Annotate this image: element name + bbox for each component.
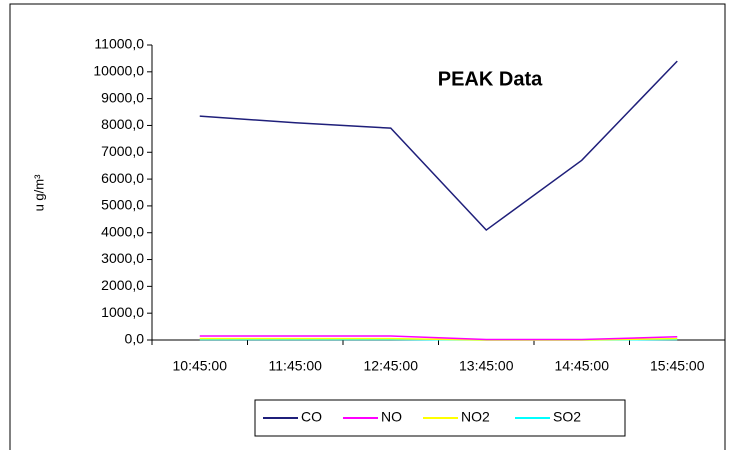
x-tick-label: 10:45:00 — [173, 358, 228, 374]
y-tick-label: 11000,0 — [94, 36, 144, 52]
y-tick-label: 0,0 — [125, 331, 145, 347]
y-axis-label: u g/m³ — [31, 174, 46, 212]
legend-label: NO2 — [461, 409, 490, 425]
y-tick-label: 7000,0 — [101, 143, 144, 159]
y-tick-label: 4000,0 — [101, 223, 144, 239]
y-tick-label: 5000,0 — [101, 197, 144, 213]
chart-title: PEAK Data — [438, 68, 543, 90]
y-tick-label: 3000,0 — [101, 250, 144, 266]
x-tick-label: 15:45:00 — [650, 358, 705, 374]
y-tick-label: 6000,0 — [101, 170, 144, 186]
series-line — [199, 335, 678, 341]
x-tick-label: 12:45:00 — [364, 358, 419, 374]
y-tick-label: 2000,0 — [101, 277, 144, 293]
x-tick-label: 14:45:00 — [555, 358, 610, 374]
y-tick-label: 8000,0 — [101, 116, 144, 132]
chart-frame — [9, 3, 726, 450]
x-tick-label: 11:45:00 — [269, 358, 323, 374]
series-line — [199, 60, 678, 232]
legend-label: CO — [301, 409, 322, 425]
x-tick-label: 13:45:00 — [459, 358, 514, 374]
y-tick-label: 9000,0 — [101, 89, 144, 105]
legend-label: SO2 — [553, 409, 581, 425]
y-tick-label: 10000,0 — [93, 63, 144, 79]
series-line — [199, 337, 678, 341]
legend-label: NO — [381, 409, 402, 425]
y-tick-label: 1000,0 — [101, 304, 144, 320]
